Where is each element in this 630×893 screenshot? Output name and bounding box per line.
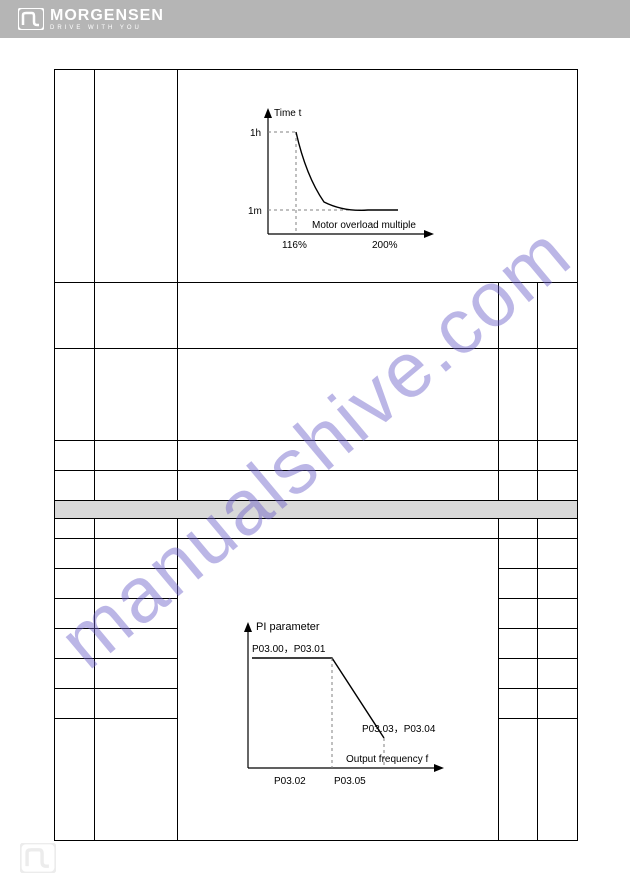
chart1-title: Time t <box>274 108 302 119</box>
brand-name: MORGENSEN <box>50 8 164 24</box>
brand-logo-icon <box>18 8 44 30</box>
table-row <box>55 349 578 441</box>
chart2-xlabel: Output frequency f <box>346 754 428 765</box>
table-row <box>55 441 578 471</box>
chart1-ytick-1m: 1m <box>248 206 262 217</box>
chart-pi-parameter: PI parameter P03.00，P03.01 P03.03，P03.04… <box>178 554 498 826</box>
parameter-table: Time t 1h 1m Motor overload multiple 116… <box>54 69 578 841</box>
footer-logo-icon <box>20 843 56 873</box>
chart2-label-br: P03.03，P03.04 <box>362 724 436 735</box>
chart1-ytick-1h: 1h <box>250 128 261 139</box>
chart1-xtick-116: 116% <box>282 240 307 251</box>
chart2-label-tl: P03.00，P03.01 <box>252 644 326 655</box>
brand-tagline: DRIVE WITH YOU <box>50 25 164 31</box>
chart2-xtick-l: P03.02 <box>274 776 306 787</box>
brand-text-block: MORGENSEN DRIVE WITH YOU <box>50 8 164 31</box>
table-row: PI parameter P03.00，P03.01 P03.03，P03.04… <box>55 539 578 569</box>
section-divider-row <box>55 501 578 519</box>
content-table-area: Time t 1h 1m Motor overload multiple 116… <box>54 69 578 841</box>
header-bar: MORGENSEN DRIVE WITH YOU <box>0 0 630 38</box>
chart2-xtick-r: P03.05 <box>334 776 366 787</box>
chart1-xlabel: Motor overload multiple <box>312 220 416 231</box>
table-row <box>55 283 578 349</box>
chart1-xtick-200: 200% <box>372 240 398 251</box>
table-row <box>55 471 578 501</box>
chart-motor-overload: Time t 1h 1m Motor overload multiple 116… <box>178 70 577 282</box>
table-row <box>55 519 578 539</box>
table-row: Time t 1h 1m Motor overload multiple 116… <box>55 70 578 283</box>
chart2-title: PI parameter <box>256 621 320 633</box>
